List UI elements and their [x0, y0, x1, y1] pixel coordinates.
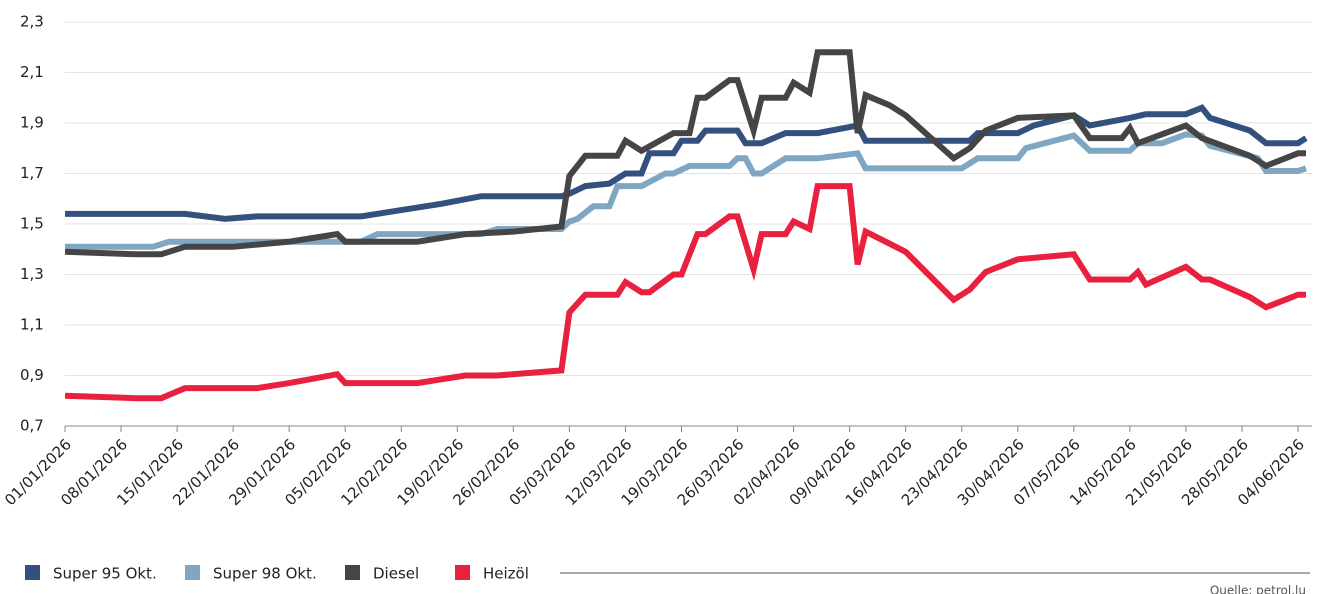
y-tick-label: 1,7 [20, 164, 44, 182]
y-tick-label: 1,9 [20, 114, 44, 132]
legend-swatch [345, 565, 360, 580]
y-tick-label: 1,1 [20, 316, 44, 334]
legend-label: Super 95 Okt. [53, 565, 157, 583]
y-tick-label: 1,3 [20, 265, 44, 283]
legend-label: Heizöl [483, 565, 529, 583]
y-tick-label: 0,9 [20, 366, 44, 384]
y-tick-label: 1,5 [20, 215, 44, 233]
y-tick-label: 2,1 [20, 63, 44, 81]
series-line [65, 131, 1307, 250]
legend-label: Diesel [373, 565, 419, 583]
series-line [65, 104, 1308, 222]
legend-label: Super 98 Okt. [213, 565, 317, 583]
source: Quelle: petrol.lu [1210, 584, 1306, 594]
series-line [64, 183, 1306, 402]
y-tick-label: 0,7 [20, 417, 44, 435]
legend-swatch [455, 565, 470, 580]
y-tick-label: 2,3 [20, 13, 44, 31]
legend-swatch [185, 565, 200, 580]
series-line [64, 49, 1306, 258]
legend-swatch [25, 565, 40, 580]
